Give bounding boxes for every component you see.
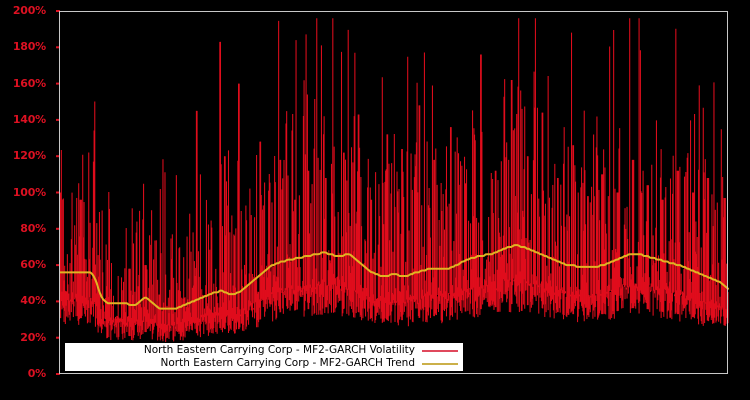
y-axis-tick-label: 160% (12, 76, 46, 90)
legend-label-trend: North Eastern Carrying Corp - MF2-GARCH … (160, 357, 416, 369)
y-axis-tick-label: 140% (12, 112, 46, 126)
y-axis-tick-label: 20% (20, 330, 46, 344)
y-axis-tick-label: 100% (12, 185, 46, 199)
trend-series (59, 244, 729, 310)
y-axis-tick-label: 40% (20, 294, 46, 308)
legend-item-trend: North Eastern Carrying Corp - MF2-GARCH … (66, 357, 462, 370)
legend-item-volatility: North Eastern Carrying Corp - MF2-GARCH … (66, 344, 462, 357)
line-swatch-red-icon (422, 349, 458, 352)
y-axis-tick-label: 80% (20, 221, 46, 235)
y-axis-tick-label: 60% (20, 258, 46, 272)
line-swatch-gold-icon (422, 362, 458, 365)
volatility-series (59, 18, 729, 342)
y-axis-tick-label: 0% (27, 367, 46, 380)
y-axis-tick-label: 200% (12, 4, 46, 17)
y-axis-tick-label: 120% (12, 149, 46, 163)
y-axis-tick-label: 180% (12, 40, 46, 54)
chart-legend: North Eastern Carrying Corp - MF2-GARCH … (65, 343, 463, 371)
plot-area-border (59, 11, 728, 374)
legend-label-volatility: North Eastern Carrying Corp - MF2-GARCH … (143, 344, 415, 356)
